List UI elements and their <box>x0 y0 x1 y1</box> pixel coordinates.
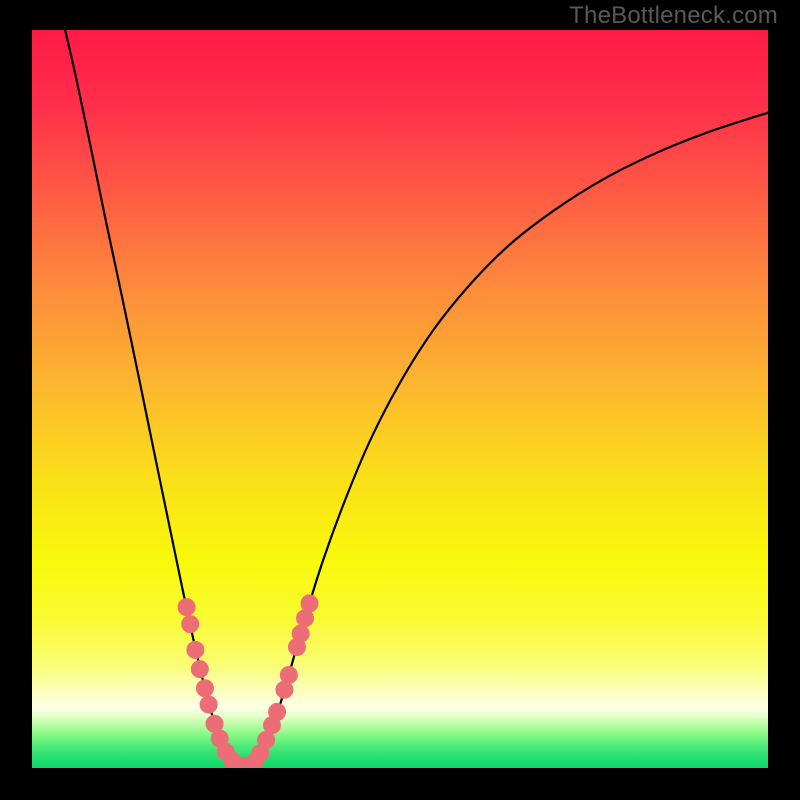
marker-left_cluster <box>182 616 199 633</box>
marker-right_cluster <box>301 595 318 612</box>
marker-left_cluster <box>200 696 217 713</box>
curve-right_curve <box>245 113 768 767</box>
marker-right_cluster <box>280 667 297 684</box>
curve-left_curve <box>65 30 245 767</box>
marker-right_cluster <box>269 703 286 720</box>
marker-left_cluster <box>187 641 204 658</box>
chart-svg-layer <box>0 0 800 800</box>
marker-left_cluster <box>178 599 195 616</box>
watermark-text: TheBottleneck.com <box>569 2 778 30</box>
marker-right_cluster <box>292 625 309 642</box>
marker-left_cluster <box>196 680 213 697</box>
chart-frame: TheBottleneck.com <box>0 0 800 800</box>
marker-left_cluster <box>191 661 208 678</box>
